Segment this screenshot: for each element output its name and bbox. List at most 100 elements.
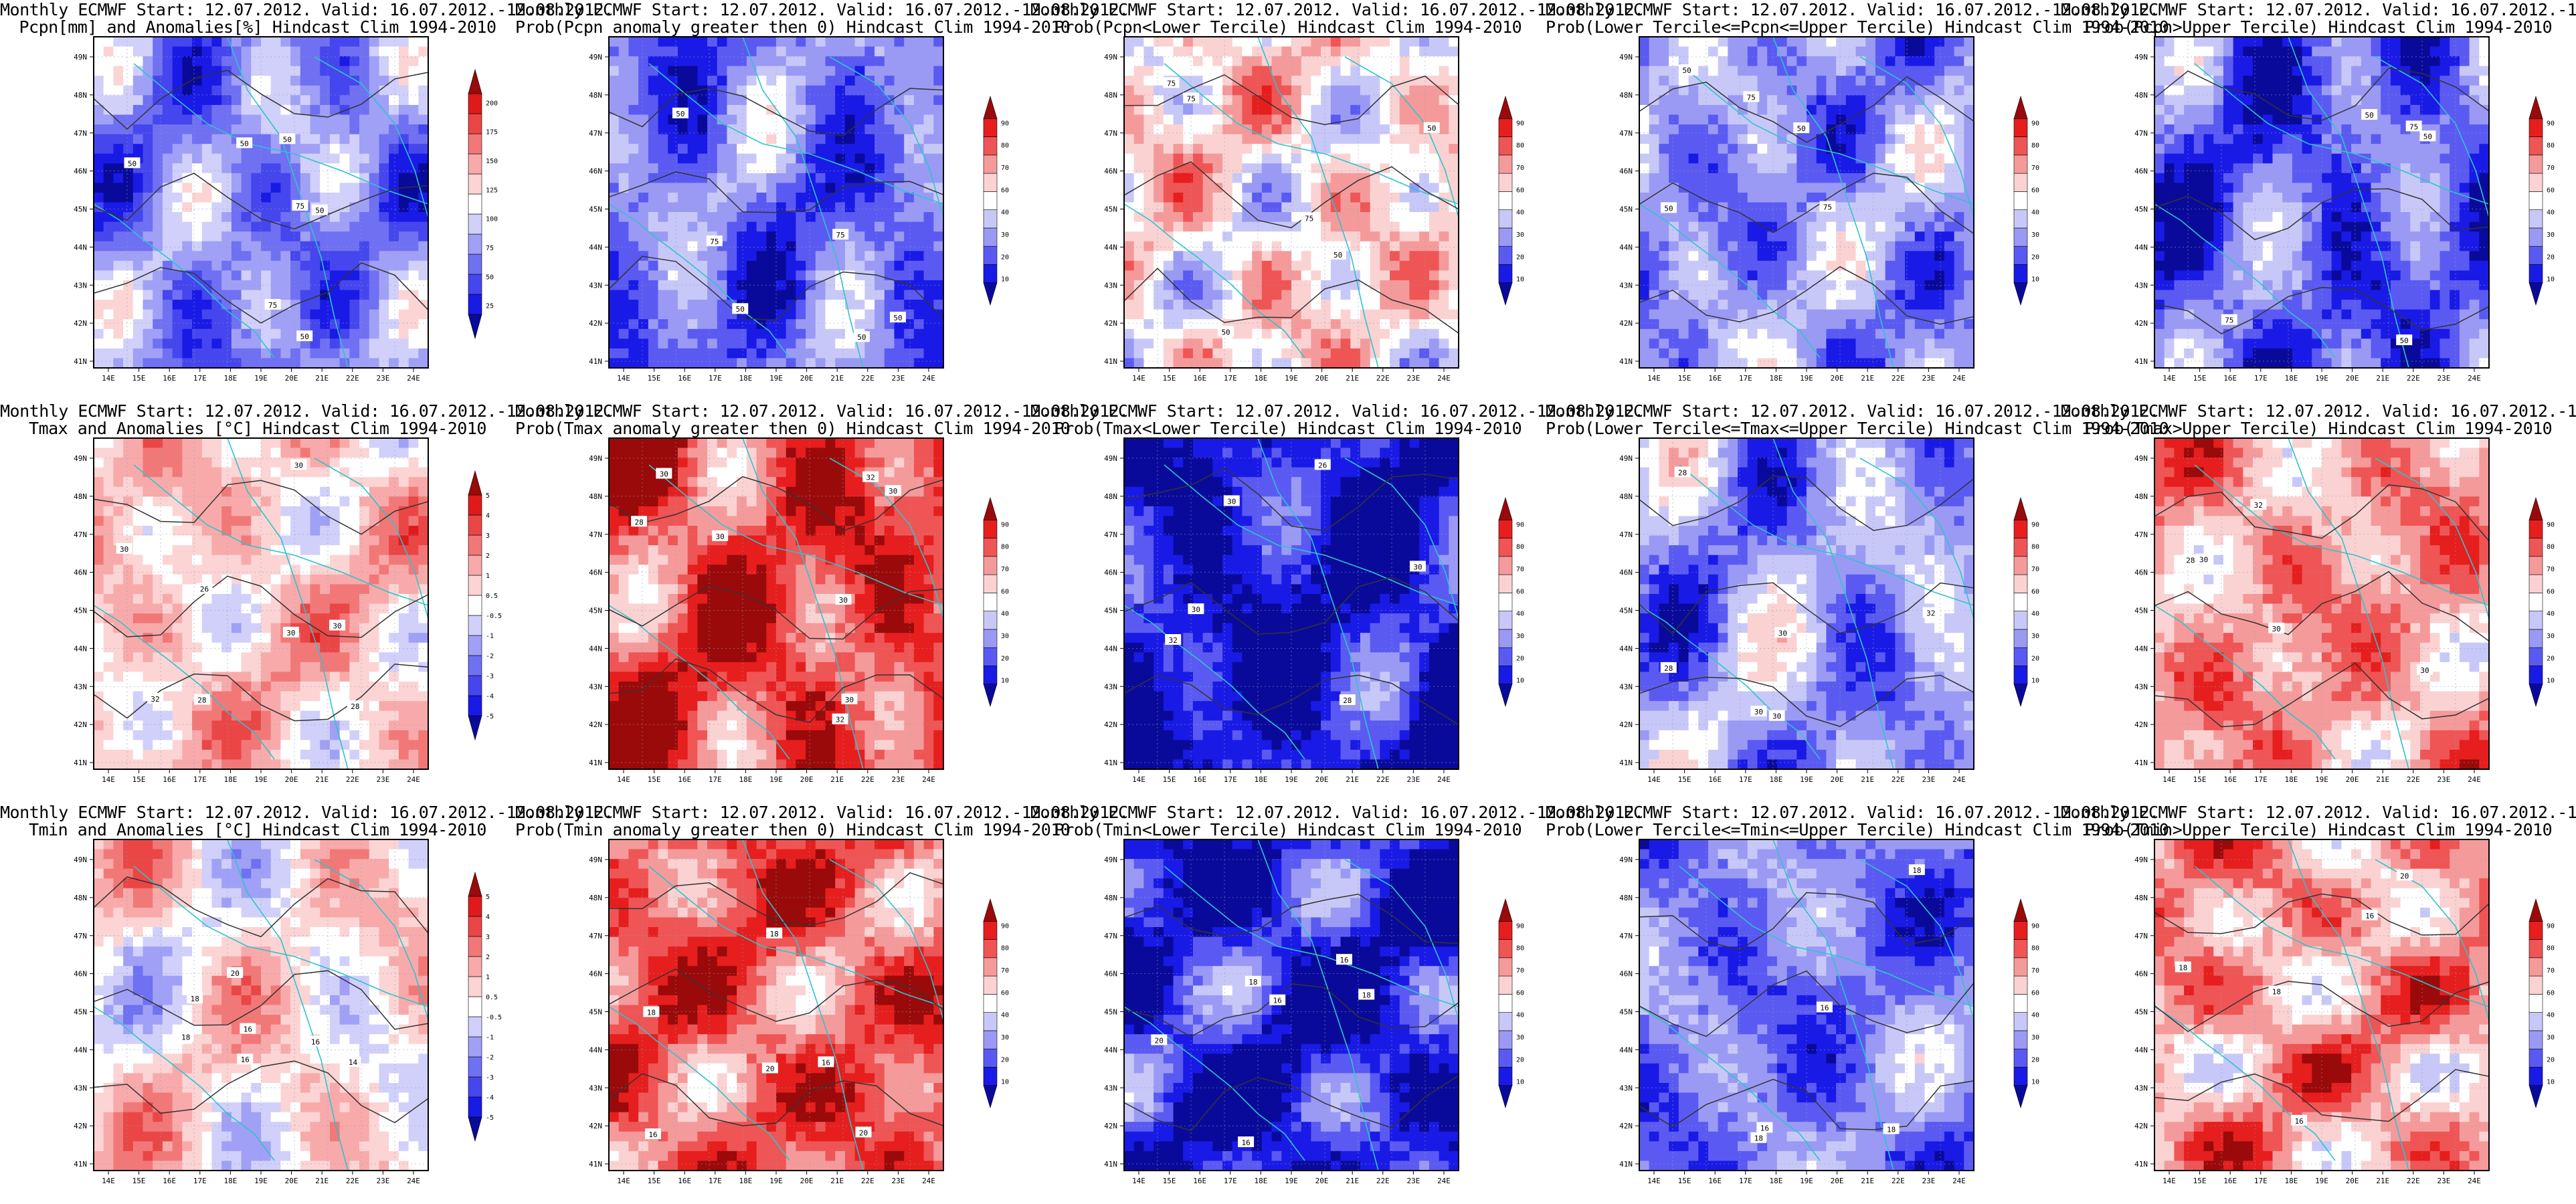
field-cell — [913, 202, 925, 213]
field-cell — [310, 300, 320, 310]
field-cell — [884, 221, 895, 232]
field-cell — [904, 309, 915, 320]
field-cell — [211, 163, 222, 174]
field-cell — [815, 37, 826, 47]
field-cell — [329, 241, 341, 252]
field-cell — [737, 153, 747, 164]
field-cell — [1409, 46, 1420, 57]
field-cell — [1944, 270, 1955, 281]
field-cell — [766, 183, 777, 193]
field-cell — [1321, 163, 1331, 174]
field-cell — [1757, 173, 1768, 183]
field-cell — [1301, 290, 1312, 300]
y-tick-label: 44N — [589, 243, 602, 252]
field-cell — [796, 241, 806, 252]
field-cell — [418, 319, 429, 330]
field-cell — [1192, 280, 1204, 291]
field-cell — [113, 251, 124, 262]
field-cell — [261, 183, 272, 193]
field-cell — [1954, 280, 1964, 291]
field-cell — [658, 76, 668, 86]
field-cell — [1271, 56, 1282, 67]
field-cell — [1885, 241, 1896, 252]
field-cell — [389, 300, 399, 310]
field-cell — [707, 76, 718, 86]
field-cell — [1708, 221, 1719, 232]
field-cell — [1261, 280, 1273, 291]
field-cell — [668, 37, 678, 47]
field-cell — [1639, 153, 1650, 164]
field-cell — [1143, 183, 1154, 193]
field-cell — [1708, 202, 1719, 213]
field-cell — [1786, 56, 1797, 67]
field-cell — [687, 124, 698, 135]
field-cell — [638, 328, 649, 339]
field-cell — [270, 348, 282, 359]
field-cell — [310, 95, 320, 106]
field-cell — [359, 202, 370, 213]
field-cell — [658, 134, 668, 144]
field-cell — [1390, 95, 1400, 106]
field-cell — [1776, 328, 1788, 339]
field-cell — [815, 300, 826, 310]
colorbar-segment — [468, 294, 482, 315]
field-cell — [1786, 46, 1797, 57]
field-cell — [379, 338, 389, 349]
field-cell — [1419, 300, 1430, 310]
field-cell — [1678, 300, 1689, 310]
field-cell — [884, 114, 895, 125]
field-cell — [369, 319, 380, 330]
field-cell — [1738, 212, 1748, 223]
field-layer — [609, 37, 944, 369]
field-cell — [904, 37, 915, 47]
field-cell — [1816, 328, 1827, 339]
field-cell — [1698, 231, 1709, 242]
field-cell — [658, 358, 668, 369]
field-cell — [320, 358, 331, 369]
field-cell — [1786, 144, 1797, 155]
field-cell — [1669, 124, 1679, 135]
field-cell — [1708, 76, 1719, 86]
field-cell — [1183, 56, 1194, 67]
field-cell — [1914, 358, 1926, 369]
field-cell — [1698, 66, 1709, 76]
field-cell — [1321, 290, 1331, 300]
field-cell — [1291, 56, 1302, 67]
field-cell — [737, 270, 747, 281]
field-cell — [1271, 309, 1282, 320]
field-cell — [1183, 260, 1194, 272]
field-cell — [1688, 134, 1699, 144]
field-cell — [221, 348, 232, 359]
field-cell — [776, 241, 787, 252]
field-cell — [1222, 280, 1233, 291]
field-cell — [1212, 37, 1223, 47]
panel-header: Monthly ECMWF Start: 12.07.2012. Valid: … — [0, 0, 614, 19]
field-cell — [835, 358, 846, 369]
field-cell — [737, 46, 747, 57]
field-cell — [668, 46, 678, 57]
field-cell — [875, 338, 885, 349]
field-cell — [231, 241, 242, 252]
field-cell — [1718, 251, 1728, 262]
field-cell — [182, 231, 193, 242]
field-cell — [933, 95, 944, 106]
field-cell — [280, 66, 291, 76]
field-cell — [1639, 241, 1650, 252]
field-cell — [1202, 300, 1213, 310]
field-cell — [1429, 231, 1440, 242]
field-cell — [904, 270, 915, 281]
field-cell — [1776, 153, 1788, 164]
field-cell — [270, 260, 282, 272]
field-cell — [746, 260, 757, 272]
field-cell — [1797, 260, 1807, 272]
field-cell — [241, 260, 252, 272]
field-cell — [746, 270, 757, 281]
field-cell — [697, 231, 708, 242]
field-cell — [1291, 309, 1302, 320]
field-cell — [123, 300, 134, 310]
field-cell — [1797, 309, 1807, 320]
field-cell — [1261, 241, 1273, 252]
field-cell — [1865, 76, 1876, 86]
field-cell — [746, 183, 757, 193]
